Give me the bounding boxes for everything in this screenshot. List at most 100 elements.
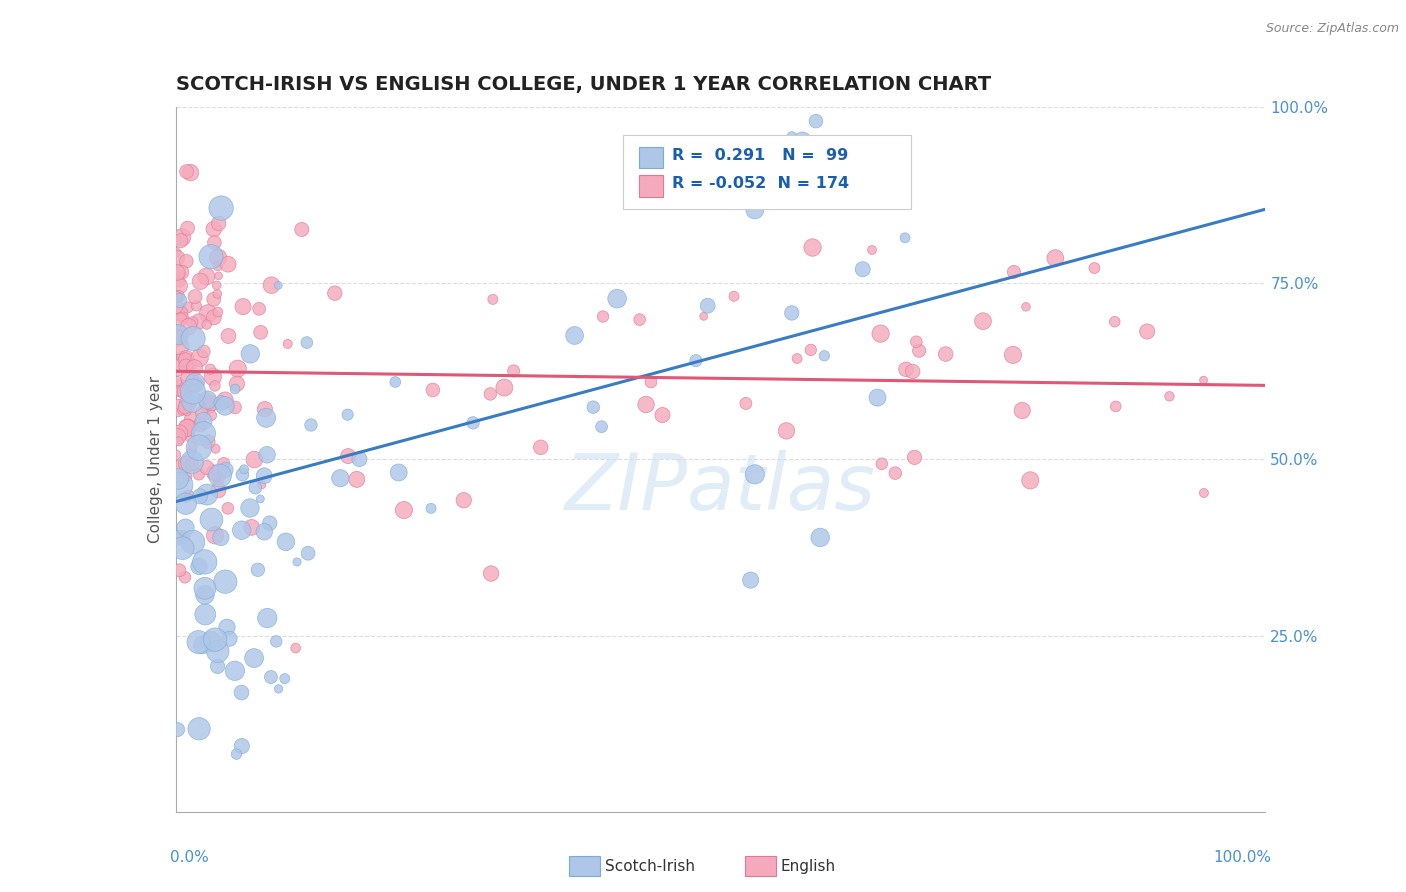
Text: 0.0%: 0.0% — [170, 850, 209, 865]
Point — [253, 402, 276, 417]
Point — [184, 377, 207, 392]
Point — [174, 359, 197, 373]
Point — [212, 457, 235, 471]
Point — [422, 383, 444, 397]
Point — [224, 664, 246, 678]
Point — [201, 369, 224, 384]
Point — [204, 379, 226, 393]
Point — [231, 685, 253, 699]
Point — [176, 469, 198, 483]
Point — [214, 574, 236, 589]
Point — [167, 434, 190, 449]
Point — [582, 400, 605, 414]
Point — [243, 452, 266, 467]
Point — [254, 410, 277, 425]
Point — [197, 398, 219, 412]
Text: R = -0.052  N = 174: R = -0.052 N = 174 — [672, 177, 849, 192]
Point — [172, 530, 194, 544]
Point — [188, 274, 211, 288]
Point — [176, 221, 198, 235]
Point — [170, 328, 193, 343]
Point — [197, 392, 219, 407]
Point — [197, 398, 219, 412]
Point — [479, 566, 502, 581]
Point — [247, 301, 270, 316]
Point — [208, 468, 231, 483]
Point — [246, 563, 269, 577]
Point — [744, 202, 766, 217]
Point — [606, 292, 628, 306]
Point — [165, 434, 187, 448]
Point — [176, 457, 198, 471]
Point — [202, 292, 225, 306]
Point — [744, 467, 766, 482]
Point — [249, 326, 271, 340]
Point — [170, 234, 193, 248]
Point — [207, 305, 229, 319]
Point — [194, 582, 217, 596]
Point — [167, 531, 190, 545]
Point — [901, 364, 924, 378]
Point — [200, 362, 222, 376]
Point — [564, 328, 586, 343]
Point — [260, 278, 283, 293]
Point — [181, 457, 204, 471]
Point — [174, 351, 197, 366]
Point — [177, 319, 200, 334]
Text: ZIPatlas: ZIPatlas — [565, 450, 876, 525]
Point — [1159, 389, 1181, 403]
Point — [226, 376, 249, 391]
Point — [277, 337, 299, 351]
Point — [860, 243, 883, 257]
Point — [1011, 403, 1033, 417]
Point — [165, 448, 187, 462]
Point — [323, 286, 346, 301]
Point — [908, 343, 931, 358]
Point — [169, 279, 191, 293]
Point — [243, 651, 266, 665]
Point — [628, 312, 651, 326]
Point — [184, 376, 207, 390]
Point — [692, 310, 714, 324]
Point — [905, 334, 928, 349]
Point — [215, 620, 238, 634]
Point — [177, 301, 200, 315]
Point — [204, 235, 226, 250]
FancyBboxPatch shape — [623, 136, 911, 210]
Text: Scotch-Irish: Scotch-Irish — [605, 859, 695, 873]
Point — [190, 406, 212, 420]
Point — [592, 310, 614, 324]
Point — [167, 322, 190, 336]
Point — [170, 381, 193, 395]
Point — [170, 265, 193, 279]
Point — [388, 466, 411, 480]
Point — [165, 245, 187, 260]
Point — [181, 315, 204, 329]
Point — [194, 555, 217, 569]
Point — [349, 452, 371, 467]
Point — [166, 361, 188, 376]
Point — [167, 401, 190, 415]
FancyBboxPatch shape — [638, 147, 662, 169]
Point — [852, 262, 875, 277]
Point — [204, 528, 226, 542]
Point — [194, 607, 217, 622]
Point — [209, 201, 232, 215]
Point — [217, 329, 239, 343]
Point — [780, 306, 803, 320]
Point — [174, 353, 197, 368]
Point — [207, 659, 229, 673]
Point — [264, 634, 287, 648]
Point — [884, 466, 907, 480]
Point — [253, 468, 276, 483]
Point — [176, 254, 198, 268]
Point — [250, 477, 273, 491]
Point — [176, 164, 198, 178]
Point — [202, 222, 225, 236]
Text: 100.0%: 100.0% — [1213, 850, 1271, 865]
Point — [207, 644, 229, 658]
Point — [188, 489, 211, 503]
Point — [869, 326, 891, 341]
Point — [1105, 400, 1128, 414]
Point — [169, 563, 191, 577]
